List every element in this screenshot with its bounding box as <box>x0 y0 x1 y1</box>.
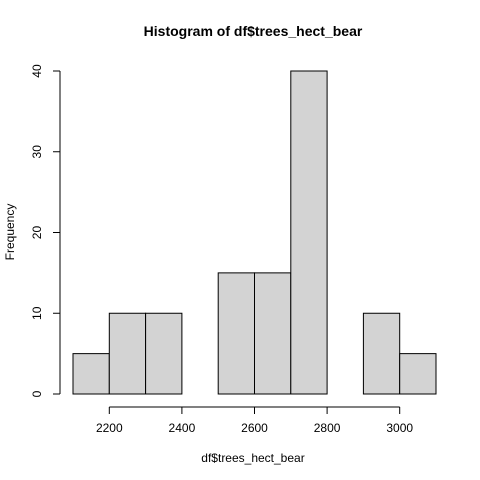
histogram-bar <box>72 353 110 395</box>
x-tick-label: 2200 <box>96 421 123 435</box>
histogram-bar <box>108 312 147 395</box>
y-tick-label: 10 <box>30 306 44 320</box>
chart-title: Histogram of df$trees_hect_bear <box>144 23 363 39</box>
histogram-bar <box>362 312 401 395</box>
x-axis-label: df$trees_hect_bear <box>201 451 304 465</box>
x-tick-label: 3000 <box>386 421 413 435</box>
y-tick-label: 20 <box>30 226 44 240</box>
x-tick-label: 2600 <box>241 421 268 435</box>
histogram-bar <box>399 353 437 395</box>
bars-group <box>72 70 437 395</box>
y-tick-label: 30 <box>30 145 44 159</box>
y-tick-label: 0 <box>30 390 44 397</box>
histogram-bar <box>290 70 328 395</box>
histogram-bar <box>254 272 292 395</box>
x-axis: 2200 2400 2600 2800 3000 <box>96 406 413 435</box>
x-tick-label: 2800 <box>314 421 341 435</box>
histogram-bar <box>217 272 255 395</box>
y-tick-label: 40 <box>30 64 44 78</box>
histogram-bar <box>145 312 183 395</box>
y-axis-label: Frequency <box>3 204 17 261</box>
x-tick-label: 2400 <box>169 421 196 435</box>
y-axis: 0 10 20 30 40 <box>30 64 61 397</box>
